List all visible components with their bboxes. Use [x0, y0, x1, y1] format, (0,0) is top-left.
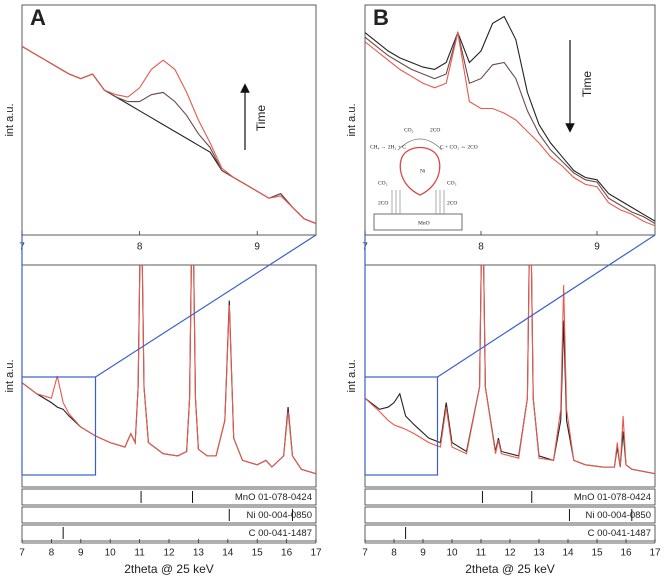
panel-label: A [30, 5, 46, 30]
reference-label: Ni 00-004-0850 [247, 510, 313, 521]
pattern-line [22, 265, 316, 475]
reference-row [364, 506, 656, 524]
x-tick-label: 10 [446, 548, 458, 559]
y-axis-label: int a.u. [4, 359, 16, 392]
x-tick-label: 10 [105, 548, 117, 559]
inset-diagram: CO₂ 2CO CH₄ → 2H₂ + C C + CO₂ ⇔ 2CO Ni CO₂ 2CO… [368, 124, 478, 234]
x-tick-label: 8 [49, 548, 55, 559]
pattern-line [22, 45, 316, 225]
zoom-connector [95, 234, 317, 378]
y-axis-label: int a.u. [346, 103, 358, 136]
inset-label: CO₂ [447, 180, 457, 186]
x-tick-label: 16 [620, 548, 632, 559]
x-tick-label: 7 [362, 548, 368, 559]
x-tick-label: 17 [649, 548, 661, 559]
reference-row [364, 524, 656, 542]
reference-label: C 00-041-1487 [249, 528, 312, 539]
curves [365, 15, 655, 227]
x-tick-label: 12 [163, 548, 175, 559]
inset-label: C + CO₂ ⇔ 2CO [440, 144, 478, 150]
panel-label: B [373, 5, 389, 30]
plot-frame [21, 4, 317, 236]
inset-label: MnO [418, 220, 430, 226]
plot-frame [21, 264, 317, 488]
inset-label: CH₄ → 2H₂ + C [370, 144, 406, 150]
x-tick-label: 9 [254, 242, 260, 253]
pattern-line [365, 32, 655, 224]
pattern-line [365, 32, 655, 227]
y-axis-label: int a.u. [4, 103, 16, 136]
reference-row [21, 524, 317, 542]
reference-row [21, 488, 317, 506]
x-tick-label: 8 [137, 242, 143, 253]
reference-label: C 00-041-1487 [588, 528, 651, 539]
pattern-line [22, 265, 316, 475]
curves [365, 265, 655, 475]
x-tick-label: 11 [476, 548, 487, 559]
x-axis-label: 2theta @ 25 keV [124, 562, 214, 576]
reference-label: MnO 01-078-0424 [574, 492, 651, 503]
x-tick-label: 17 [310, 548, 322, 559]
reference-label: MnO 01-078-0424 [235, 492, 312, 503]
x-axis-label: 2theta @ 25 keV [465, 562, 555, 576]
x-tick-label: 11 [134, 548, 145, 559]
inset-label: Ni [420, 168, 426, 174]
inset-label: CO₂ [378, 180, 388, 186]
x-tick-label: 8 [478, 242, 484, 253]
x-tick-label: 9 [594, 242, 600, 253]
x-tick-label: 15 [252, 548, 264, 559]
mno-support [373, 213, 463, 231]
x-tick-label: 14 [562, 548, 574, 559]
zoom-box [21, 376, 97, 476]
flow-arrow [397, 138, 443, 151]
curves [22, 45, 316, 225]
zoom-box [364, 376, 439, 476]
x-tick-label: 7 [19, 548, 25, 559]
x-tick-label: 12 [504, 548, 516, 559]
y-axis-label: int a.u. [346, 359, 358, 392]
ni-particle [399, 146, 441, 196]
reference-row [364, 488, 656, 506]
pattern-line [22, 45, 316, 225]
inset-label: 2CO [378, 200, 388, 206]
reference-row [21, 506, 317, 524]
zoom-connector [437, 234, 656, 378]
x-tick-label: 14 [222, 548, 234, 559]
x-tick-label: 13 [533, 548, 545, 559]
time-label: Time [580, 71, 594, 98]
x-tick-label: 15 [591, 548, 603, 559]
time-label: Time [254, 105, 268, 132]
x-tick-label: 9 [78, 548, 84, 559]
reference-label: Ni 00-004-0850 [586, 510, 652, 521]
curves [22, 265, 316, 475]
inset-label: CO₂ [404, 127, 414, 133]
pattern-line [365, 265, 655, 475]
x-tick-label: 13 [193, 548, 205, 559]
x-tick-label: 8 [391, 548, 397, 559]
plot-frame [364, 4, 656, 236]
pattern-line [365, 15, 655, 222]
inset-label: 2CO [430, 127, 440, 133]
inset-label: 2CO [447, 200, 457, 206]
x-tick-label: 9 [420, 548, 426, 559]
x-tick-label: 16 [281, 548, 293, 559]
